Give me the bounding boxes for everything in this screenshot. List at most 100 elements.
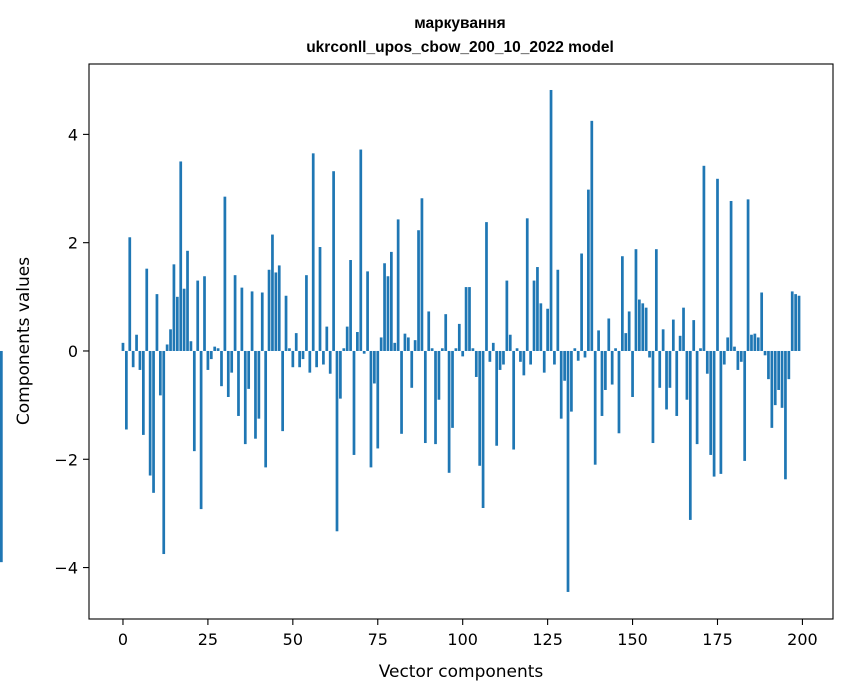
x-tick-label: 50 <box>283 630 303 649</box>
bar-51 <box>294 333 298 351</box>
bar-99 <box>457 323 461 351</box>
y-axis-label: Components values <box>14 257 34 425</box>
y-tick-label: −4 <box>54 559 78 578</box>
bar-145 <box>614 348 617 351</box>
bar-85 <box>410 350 414 388</box>
bar-26 <box>209 350 213 360</box>
bar-58 <box>318 247 322 351</box>
bar-40 <box>257 350 261 419</box>
bar-131 <box>566 350 570 592</box>
bar-27 <box>213 346 217 351</box>
bar-190 <box>767 350 770 380</box>
bars <box>0 89 801 592</box>
bar-57 <box>315 350 318 368</box>
bar-84 <box>406 337 410 351</box>
bar-89 <box>423 350 427 444</box>
x-tick-label: 125 <box>532 630 563 649</box>
bar-117 <box>519 350 522 362</box>
bar-161 <box>668 350 672 388</box>
bar-171 <box>702 165 706 351</box>
bar-10 <box>155 294 159 351</box>
plot-area-frame <box>88 63 834 620</box>
bar-159 <box>661 329 665 351</box>
bar-44 <box>271 234 274 351</box>
bar-192 <box>773 350 777 406</box>
bar-65 <box>342 348 346 351</box>
bar-156 <box>651 350 655 444</box>
bar-19 <box>186 250 189 351</box>
bar-95 <box>444 314 448 351</box>
bar-142 <box>604 350 607 390</box>
bar-97 <box>451 350 454 428</box>
bar-75 <box>376 350 380 449</box>
bar-29 <box>220 350 223 387</box>
bar-107 <box>485 222 488 351</box>
bar-129 <box>559 350 563 419</box>
bar-38 <box>250 291 254 351</box>
bar-42 <box>264 350 268 468</box>
bar-143 <box>607 318 611 351</box>
bar-28 <box>216 348 220 351</box>
bar-197 <box>790 291 794 351</box>
bar-47 <box>281 350 284 432</box>
bar-105 <box>478 350 482 466</box>
bar-176 <box>719 350 723 474</box>
bar-173 <box>709 350 713 455</box>
bar-78 <box>386 276 390 351</box>
bar-7 <box>145 268 149 351</box>
bar-139 <box>593 350 597 465</box>
bar-178 <box>726 337 730 351</box>
bar-175 <box>716 178 719 351</box>
bar-182 <box>739 350 743 362</box>
bar-37 <box>247 350 251 389</box>
bar-34 <box>237 350 240 416</box>
bar-121 <box>532 280 536 351</box>
bar-68 <box>352 350 356 455</box>
bar-2 <box>128 237 132 351</box>
bar-35 <box>240 287 244 351</box>
bar-5 <box>138 350 142 370</box>
bar-181 <box>736 350 740 370</box>
bar-61 <box>328 350 332 374</box>
bar-118 <box>522 350 526 376</box>
bar-136 <box>583 350 587 358</box>
x-tick-label: 25 <box>198 630 218 649</box>
bar-0 <box>121 342 125 351</box>
bar-74 <box>373 350 376 384</box>
bar-167 <box>688 350 692 520</box>
bar-23 <box>199 350 203 510</box>
bar-146 <box>617 350 621 434</box>
bar-69 <box>356 332 359 351</box>
bar-115 <box>512 350 516 450</box>
bar-194 <box>780 350 784 408</box>
bar-94 <box>440 348 444 351</box>
bar-43 <box>267 269 271 351</box>
bar-18 <box>182 288 186 351</box>
bar-188 <box>760 292 764 351</box>
bar-187 <box>756 337 760 351</box>
bar-120 <box>529 350 532 365</box>
bar-9 <box>152 350 155 493</box>
bar-144 <box>610 350 614 385</box>
bar-191 <box>770 350 774 428</box>
bar-96 <box>447 350 451 473</box>
bar-126 <box>549 89 553 351</box>
bar-70 <box>359 149 363 351</box>
bar-185 <box>750 334 753 351</box>
bar-116 <box>515 348 519 351</box>
bar-109 <box>491 342 495 351</box>
bar-83 <box>403 333 407 351</box>
bar-17 <box>179 161 183 351</box>
bar-22 <box>196 280 200 351</box>
bar-1 <box>125 350 128 430</box>
bar-134 <box>576 350 580 361</box>
bar-150 <box>631 350 634 397</box>
chart-title-line1: маркування <box>414 15 505 32</box>
bar-169 <box>695 350 699 445</box>
bar-12 <box>162 350 166 555</box>
bar-32 <box>230 350 234 373</box>
bar-87 <box>417 230 420 351</box>
bar-111 <box>498 350 502 370</box>
bar-30 <box>223 196 227 351</box>
